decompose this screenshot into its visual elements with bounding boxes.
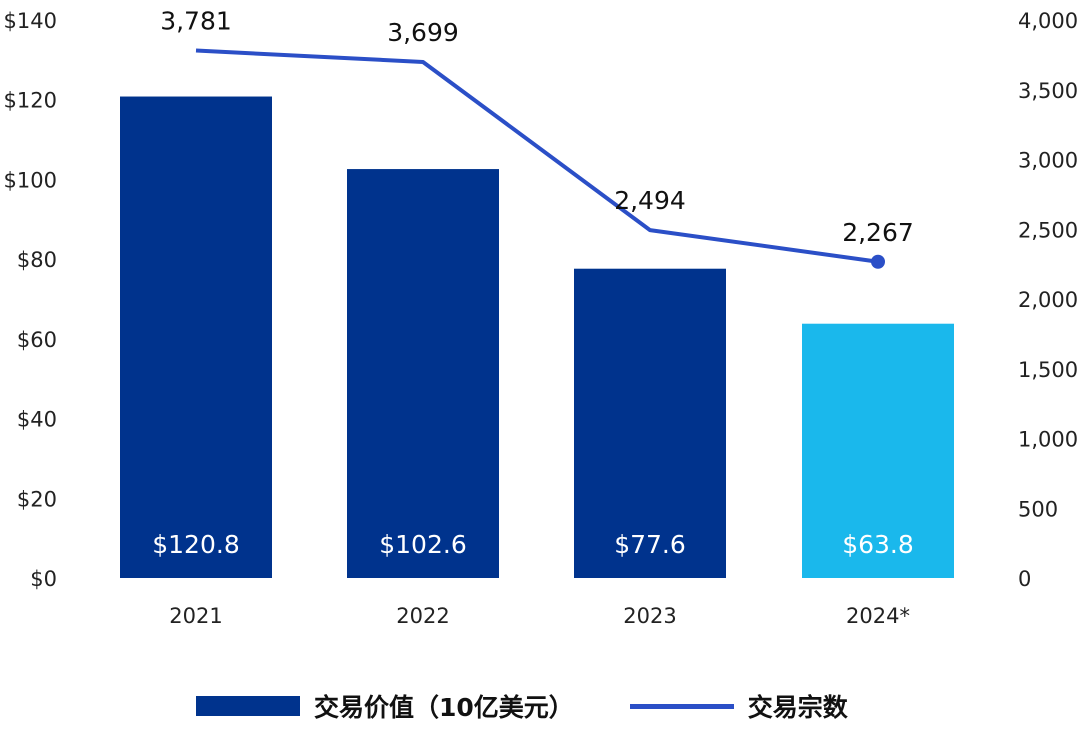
legend-line-swatch xyxy=(629,703,734,709)
left-axis-tick: $100 xyxy=(4,168,57,192)
legend: 交易价值（10亿美元） 交易宗数 xyxy=(196,688,848,724)
right-axis-tick: 4,000 xyxy=(1018,9,1078,33)
line-data-label: 2,494 xyxy=(614,186,686,215)
bar-data-label: $63.8 xyxy=(842,530,914,559)
bar-data-label: $77.6 xyxy=(614,530,686,559)
legend-bar-label: 交易价值（10亿美元） xyxy=(314,693,574,722)
left-axis-tick: $40 xyxy=(17,408,57,432)
right-axis-tick: 3,000 xyxy=(1018,149,1078,173)
left-axis-tick: $80 xyxy=(17,248,57,272)
legend-bar-swatch xyxy=(196,696,300,716)
left-axis-tick: $140 xyxy=(4,9,57,33)
bar-2022 xyxy=(347,169,499,578)
bar-2021 xyxy=(120,96,272,579)
right-axis-tick: 1,000 xyxy=(1018,428,1078,452)
line-data-label: 3,699 xyxy=(387,18,459,47)
line-series xyxy=(195,48,879,264)
left-axis-tick: $0 xyxy=(30,567,57,591)
x-axis-tick: 2022 xyxy=(396,604,449,628)
bar-2024* xyxy=(802,323,954,578)
right-axis-tick: 3,500 xyxy=(1018,79,1078,103)
line-end-marker xyxy=(871,254,885,269)
left-axis-tick: $20 xyxy=(17,487,57,511)
line-data-label: 3,781 xyxy=(160,7,232,36)
right-axis-tick: 2,500 xyxy=(1018,218,1078,242)
right-axis-tick: 2,000 xyxy=(1018,288,1078,312)
line-data-label: 2,267 xyxy=(842,218,914,247)
bar-data-label: $120.8 xyxy=(152,530,239,559)
x-axis-tick: 2023 xyxy=(623,604,676,628)
legend-line-label: 交易宗数 xyxy=(747,693,848,722)
left-axis-tick: $60 xyxy=(17,328,57,352)
left-axis-tick: $120 xyxy=(4,89,57,113)
right-axis-tick: 500 xyxy=(1018,497,1058,521)
bar-data-label: $102.6 xyxy=(379,530,466,559)
bar-2023 xyxy=(574,268,726,578)
right-axis-tick: 1,500 xyxy=(1018,358,1078,382)
right-axis-tick: 0 xyxy=(1018,567,1031,591)
x-axis-tick: 2024* xyxy=(846,604,910,628)
x-axis-tick: 2021 xyxy=(169,604,222,628)
